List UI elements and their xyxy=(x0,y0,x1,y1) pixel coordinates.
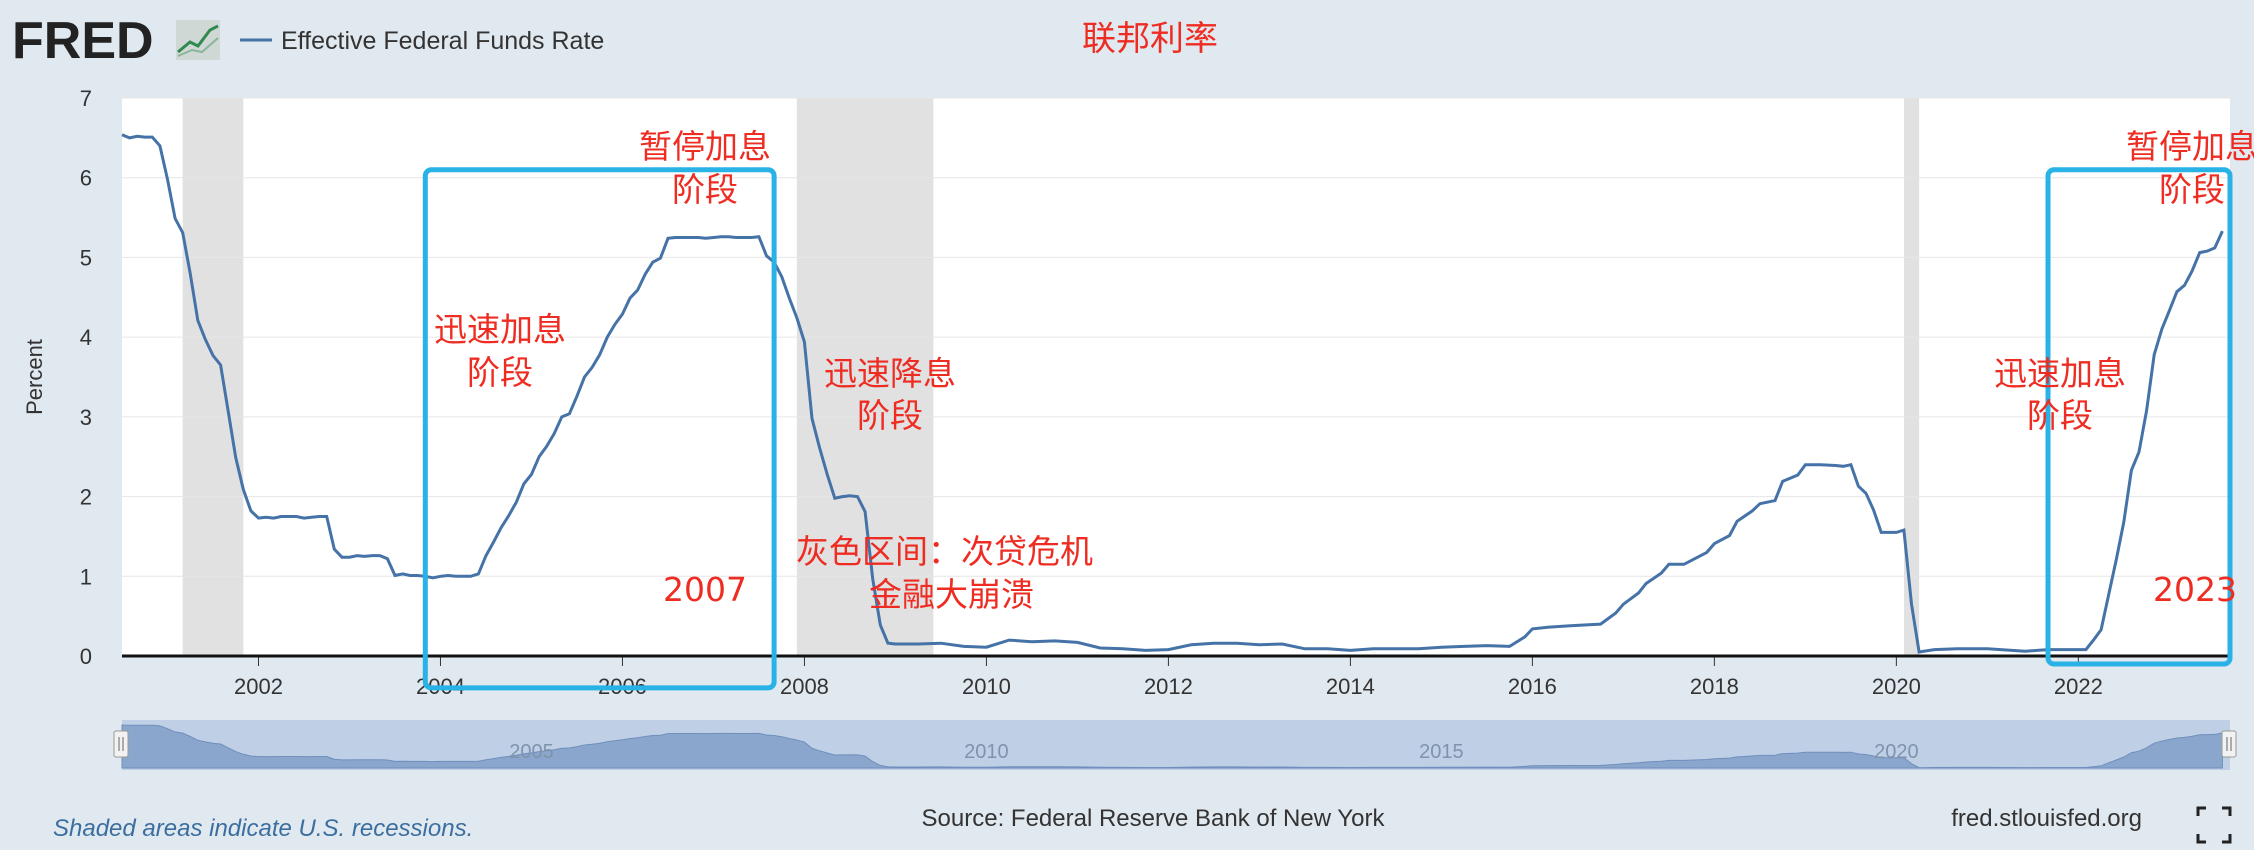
annot-hike-2004-line1: 迅速加息 xyxy=(434,310,566,349)
plot-area xyxy=(122,98,2230,656)
legend-label: Effective Federal Funds Rate xyxy=(281,27,604,55)
y-tick-label-4: 4 xyxy=(80,325,92,350)
y-tick-label-6: 6 xyxy=(80,166,92,191)
navigator-labels: 2005 2010 2015 2020 xyxy=(509,741,1918,763)
x-tick-label-2014: 2014 xyxy=(1326,674,1375,699)
navigator-series-area xyxy=(121,724,2223,769)
navigator-handle-left[interactable] xyxy=(113,730,129,758)
fred-logo-graph-icon xyxy=(176,20,220,60)
fred-logo[interactable]: FRED xyxy=(12,12,220,70)
fullscreen-icon[interactable] xyxy=(2196,806,2232,844)
x-tick-label-2016: 2016 xyxy=(1508,674,1557,699)
fred-logo-text: FRED xyxy=(12,12,154,70)
annot-pause-2007-line1: 暂停加息 xyxy=(639,127,771,166)
series-line-effective-federal-funds-rate[interactable] xyxy=(121,133,2224,654)
navigator-label-2005: 2005 xyxy=(509,741,554,763)
annot-year-2023: 2023 xyxy=(2153,570,2237,609)
x-tick-label-2002: 2002 xyxy=(234,674,283,699)
x-tick-label-2018: 2018 xyxy=(1690,674,1739,699)
recession-note: Shaded areas indicate U.S. recessions. xyxy=(53,815,473,842)
annot-hike-2022-line1: 迅速加息 xyxy=(1994,354,2126,393)
annot-pause-2023-line1: 暂停加息 xyxy=(2126,127,2254,166)
navigator[interactable]: 2005 2010 2015 2020 xyxy=(113,720,2237,770)
annot-cut-2008-line2: 阶段 xyxy=(857,396,923,435)
y-tick-label-3: 3 xyxy=(80,405,92,430)
navigator-handle-right[interactable] xyxy=(2221,730,2237,758)
x-tick-label-2020: 2020 xyxy=(1872,674,1921,699)
annotations: 暂停加息 阶段 迅速加息 阶段 迅速降息 阶段 灰色区间：次贷危机 金融大崩溃 … xyxy=(434,127,2254,614)
y-tick-label-5: 5 xyxy=(80,245,92,270)
y-tick-label-2: 2 xyxy=(80,485,92,510)
recession-band-3 xyxy=(1903,98,1920,656)
annot-pause-2023-line2: 阶段 xyxy=(2159,170,2225,209)
navigator-label-2020: 2020 xyxy=(1874,741,1919,763)
annot-year-2007: 2007 xyxy=(663,570,747,609)
x-tick-label-2012: 2012 xyxy=(1144,674,1193,699)
chart-title: 联邦利率 xyxy=(1082,19,1218,59)
annot-hike-2022-line2: 阶段 xyxy=(2027,396,2093,435)
annot-hike-2004-line2: 阶段 xyxy=(467,353,533,392)
annot-cut-2008-line1: 迅速降息 xyxy=(824,354,956,393)
annot-grey-note-line2: 金融大崩溃 xyxy=(869,575,1034,614)
highlight-box-2 xyxy=(2045,167,2233,667)
y-tick-label-7: 7 xyxy=(80,86,92,111)
x-axis: 2002 2004 2006 2008 2010 2012 2014 2016 2018 2020… xyxy=(234,656,2103,699)
recession-band-1 xyxy=(182,98,244,656)
y-axis: 0 1 2 3 4 5 6 7 xyxy=(80,86,92,669)
site-link[interactable]: fred.stlouisfed.org xyxy=(1951,805,2142,832)
annot-pause-2007-line2: 阶段 xyxy=(672,170,738,209)
recession-band-2 xyxy=(796,98,934,656)
highlight-box-1 xyxy=(422,167,777,691)
x-tick-label-2022: 2022 xyxy=(2054,674,2103,699)
x-tick-label-2010: 2010 xyxy=(962,674,1011,699)
navigator-label-2015: 2015 xyxy=(1419,741,1464,763)
x-tick-label-2008: 2008 xyxy=(780,674,829,699)
annot-grey-note-line1: 灰色区间：次贷危机 xyxy=(796,532,1093,571)
source-text: Source: Federal Reserve Bank of New York xyxy=(922,805,1386,832)
recession-bands xyxy=(182,98,1920,656)
y-tick-label-0: 0 xyxy=(80,644,92,669)
navigator-label-2010: 2010 xyxy=(964,741,1009,763)
highlight-boxes xyxy=(422,167,2233,691)
y-tick-label-1: 1 xyxy=(80,564,92,589)
legend[interactable]: Effective Federal Funds Rate xyxy=(240,27,604,55)
y-axis-title: Percent xyxy=(22,339,47,415)
